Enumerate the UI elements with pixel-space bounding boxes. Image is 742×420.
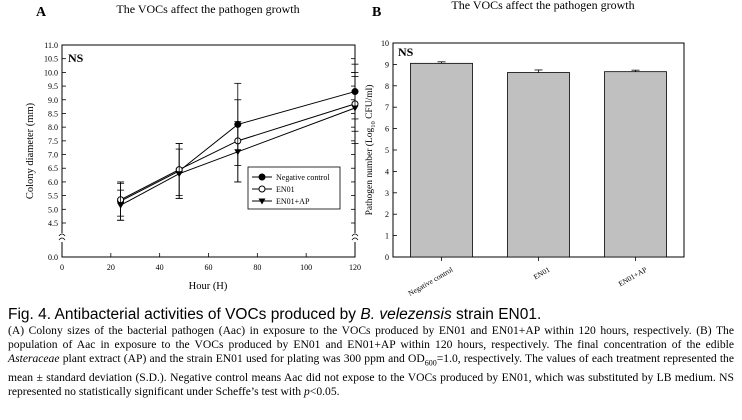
- panel-b-y-tick-label: 8: [385, 82, 389, 91]
- figure-caption-body: (A) Colony sizes of the bacterial pathog…: [8, 324, 734, 399]
- panel-a-x-tick-label: 0: [60, 263, 64, 272]
- series-line: [120, 103, 356, 201]
- panel-a-break-mark: [351, 237, 359, 241]
- panel-b-y-tick-label: 3: [385, 189, 389, 198]
- bar: [410, 62, 473, 258]
- panel-b-y-tick-label: 7: [385, 103, 389, 112]
- panel-a-break-mark: [351, 233, 359, 237]
- panel-a-x-tick-label: 80: [253, 263, 261, 272]
- panel-b-y-tick-label: 0: [385, 253, 389, 262]
- panel-a-break-mark: [58, 233, 66, 237]
- panel-a-x-tick-label: 20: [107, 263, 115, 272]
- caption-title-species: B. velezensis: [360, 306, 452, 323]
- panel-a-x-tick-label: 60: [205, 263, 213, 272]
- panel-b-ns-label: NS: [398, 45, 414, 59]
- panel-a-y-tick-label: 6.5: [48, 164, 58, 173]
- panel-b-y-tick-label: 6: [385, 125, 389, 134]
- panel-b-title: The VOCs affect the pathogen growth: [451, 0, 634, 12]
- data-point: [117, 202, 125, 209]
- caption-text-2: plant extract (AP) and the strain EN01 u…: [59, 352, 425, 366]
- caption-text-3: =1.0, respectively. The values of each t…: [8, 352, 735, 399]
- legend-marker: [258, 185, 266, 193]
- data-point: [234, 149, 242, 156]
- panel-b-x-axis: Negative control EN01 EN01+AP: [407, 257, 649, 298]
- panel-a-plot-frame: [61, 44, 356, 258]
- bar: [604, 71, 667, 258]
- caption-italic-asteraceae: Asteraceae: [8, 352, 60, 366]
- panel-a-ns-label: NS: [68, 51, 84, 65]
- panel-b-y-tick-label: 2: [385, 210, 389, 219]
- panel-a-line-chart: A The VOCs affect the pathogen growth NS…: [25, 2, 361, 292]
- panel-b-bars: [410, 61, 667, 258]
- caption-italic-p: p: [304, 385, 310, 399]
- legend-entry: Negative control: [276, 173, 330, 182]
- figure-caption-title: Fig. 4. Antibacterial activities of VOCs…: [8, 306, 738, 324]
- legend-marker: [258, 173, 266, 181]
- error-bar: [631, 69, 640, 72]
- panel-a-y-tick-label: 7.0: [48, 151, 58, 160]
- panel-a-x-tick-label: 120: [349, 263, 361, 272]
- caption-od-subscript: 600: [424, 358, 437, 368]
- panel-a-break-gap: [351, 233, 359, 242]
- panel-b-x-tick-label: Negative control: [407, 265, 455, 298]
- panel-a-x-tick-label: 40: [156, 263, 164, 272]
- series-line: [120, 91, 356, 202]
- panel-b-x-tick-label: EN01+AP: [617, 265, 649, 288]
- panel-a-y-tick-label: 5.0: [48, 205, 58, 214]
- panel-a-y-axis: 4.5 5.0 5.5 6.0 6.5 7.0 7.5 8.0 8.5 9.0 9.5 10.0 10.…: [44, 41, 355, 262]
- panel-b-y-tick-label: 9: [385, 60, 389, 69]
- y-label-part: Pathogen number (Log: [364, 128, 375, 216]
- panel-b-y-tick-label: 10: [381, 39, 389, 48]
- series-en01-ap: [117, 71, 359, 221]
- legend-entry: EN01: [276, 185, 295, 194]
- panel-a-y-tick-label: 6.0: [48, 178, 58, 187]
- panel-b-y-tick-label: 5: [385, 146, 389, 155]
- panel-b-x-tick-label: EN01: [532, 265, 552, 282]
- panel-a-y-tick-label: 0.0: [48, 253, 58, 262]
- caption-paragraph: (A) Colony sizes of the bacterial pathog…: [8, 324, 734, 399]
- caption-title-suffix: strain EN01.: [451, 306, 542, 323]
- error-bar: [534, 69, 543, 73]
- panel-a-axis-break: [58, 233, 359, 242]
- panel-a-x-label: Hour (H): [189, 281, 228, 292]
- panel-a-letter: A: [36, 5, 47, 20]
- caption-title-prefix: Fig. 4. Antibacterial activities of VOCs…: [8, 306, 361, 323]
- panel-a-legend: Negative control EN01 EN01+AP: [247, 166, 341, 210]
- error-bar: [437, 61, 446, 64]
- panel-a-y-label: Colony diameter (mm): [25, 102, 36, 199]
- panel-a-x-axis: 0 20 40 60 80 100 120: [60, 253, 361, 272]
- caption-text-1: (A) Colony sizes of the bacterial pathog…: [8, 324, 734, 352]
- panel-a-break-gap: [58, 233, 66, 242]
- legend-marker: [258, 198, 266, 205]
- panel-a-break-mark: [58, 237, 66, 241]
- panel-a-y-tick-label: 10.5: [44, 55, 58, 64]
- data-point: [175, 171, 183, 178]
- panel-a-y-tick-label: 8.0: [48, 123, 58, 132]
- y-label-part: CFU/ml): [364, 85, 375, 122]
- panel-a-y-tick-label: 4.5: [48, 219, 58, 228]
- panel-b-y-tick-label: 1: [385, 232, 389, 241]
- panel-b-y-axis: 0 1 2 3 4 5 6 7 8 9 10: [381, 39, 397, 262]
- panel-a-y-tick-label: 9.5: [48, 82, 58, 91]
- panel-b-y-tick-label: 4: [385, 167, 389, 176]
- panel-a-y-tick-label: 8.5: [48, 109, 58, 118]
- panel-a-x-tick-label: 100: [300, 263, 312, 272]
- panel-b-bar-chart: B The VOCs affect the pathogen growth NS…: [364, 0, 685, 298]
- panel-a-y-tick-label: 11.0: [44, 41, 58, 50]
- panel-a-y-tick-label: 7.5: [48, 137, 58, 146]
- figure: A The VOCs affect the pathogen growth NS…: [25, 0, 685, 298]
- panel-a-series: [117, 63, 359, 221]
- data-point: [351, 105, 359, 112]
- series-line: [120, 107, 356, 206]
- panel-a-y-tick-label: 10.0: [44, 68, 58, 77]
- panel-b-letter: B: [372, 5, 381, 20]
- legend-entry: EN01+AP: [276, 197, 310, 206]
- panel-a-y-tick-label: 9.0: [48, 96, 58, 105]
- caption-text-4: <0.05.: [309, 385, 340, 399]
- panel-a-title: The VOCs affect the pathogen growth: [116, 2, 299, 16]
- panel-b-y-label: Pathogen number (Log10 CFU/ml): [364, 85, 377, 216]
- bar: [507, 72, 570, 258]
- y-label-subscript: 10: [370, 121, 377, 128]
- panel-a-y-tick-label: 5.5: [48, 192, 58, 201]
